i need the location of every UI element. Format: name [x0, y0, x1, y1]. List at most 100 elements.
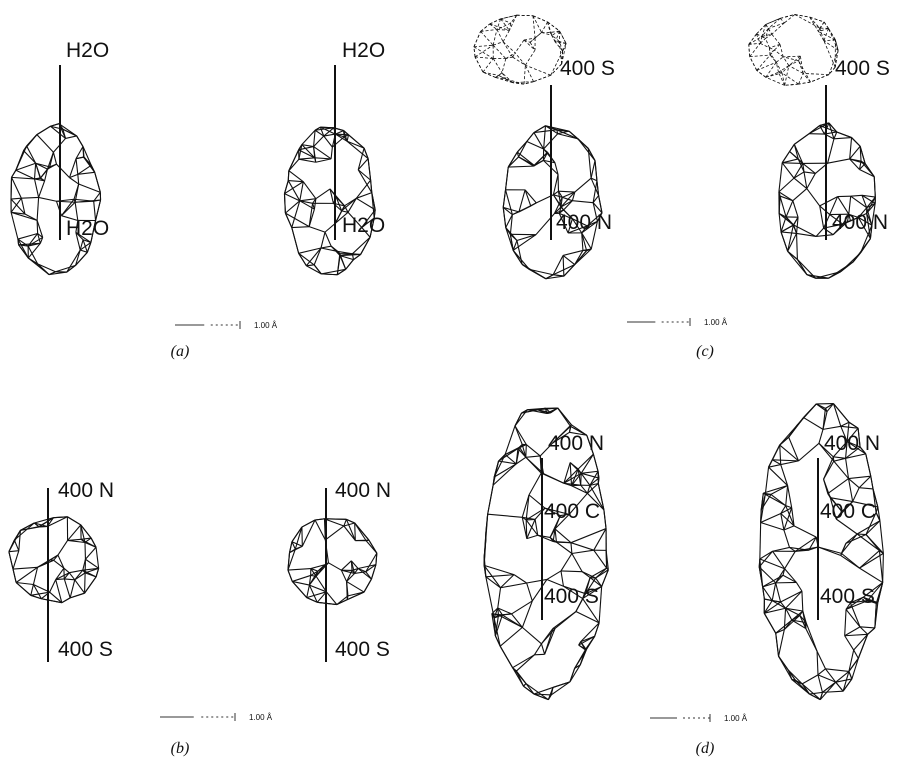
atom-label: 400 S — [335, 638, 390, 661]
mesh-edge — [773, 547, 790, 551]
mesh-edge — [833, 457, 845, 458]
mesh-edge — [9, 540, 14, 552]
scale-label: 1.00 Å — [249, 713, 273, 722]
mesh-edge — [525, 65, 550, 75]
mesh-edge — [553, 275, 564, 276]
mesh-edge — [860, 627, 875, 628]
mesh-edge — [508, 166, 533, 167]
mesh-edge — [788, 233, 797, 251]
mesh-edge — [514, 575, 527, 583]
mesh-edge — [37, 197, 38, 220]
atom-label: H2O — [66, 217, 109, 240]
mesh-edge — [69, 159, 76, 178]
atom-label: 400 C — [820, 500, 876, 523]
mesh-edge — [316, 159, 331, 162]
mesh-edge — [18, 239, 19, 245]
mesh-edge — [776, 57, 783, 62]
atom-label: 400 N — [58, 479, 114, 502]
mesh-edge — [551, 682, 570, 695]
mesh-edge — [598, 478, 599, 483]
mesh-edge — [355, 523, 356, 541]
mesh-edge — [525, 190, 536, 203]
mesh-edge — [841, 534, 857, 553]
mesh-edge — [845, 609, 846, 635]
mesh-edge — [771, 494, 786, 505]
mesh-edge — [475, 45, 493, 57]
mesh-edge — [780, 18, 784, 22]
mesh-edge — [868, 628, 875, 634]
mesh-edge — [769, 465, 781, 468]
mesh-edge — [474, 31, 481, 46]
mesh-edge — [572, 469, 579, 486]
mesh-edge — [67, 517, 80, 525]
mesh-edge — [347, 582, 364, 593]
atom-label: 400 N — [556, 211, 612, 234]
atom-label: 400 S — [820, 585, 875, 608]
mesh-edge — [498, 588, 501, 608]
mesh-edge — [358, 170, 370, 180]
mesh-edge — [9, 552, 13, 569]
mesh-edge — [772, 34, 780, 44]
mesh-edge — [810, 17, 824, 22]
atom-label: 400 N — [832, 211, 888, 234]
mesh-edge — [781, 591, 802, 602]
mesh-edge — [288, 171, 289, 181]
mesh-edge — [324, 519, 343, 526]
mesh-edge — [289, 171, 303, 182]
atom-label: 400 S — [835, 57, 890, 80]
mesh-edge — [836, 682, 843, 691]
mesh-edge — [58, 540, 68, 555]
mesh-edge — [834, 458, 846, 461]
atom-label: H2O — [66, 39, 109, 62]
mesh-edge — [529, 269, 553, 274]
mesh-edge — [800, 56, 803, 73]
mesh-edge — [69, 573, 75, 580]
mesh-edge — [757, 62, 777, 70]
mesh-edge — [493, 29, 497, 45]
figure: H2OH2OH2OH2O1.00 Å(a)400 S400 N400 S400 … — [0, 0, 902, 769]
mesh-edge — [526, 684, 548, 700]
mesh-edge — [804, 404, 817, 418]
mesh-edge — [326, 592, 336, 605]
mesh-edge — [770, 50, 775, 53]
mesh-edge — [288, 181, 303, 182]
mesh-edge — [503, 30, 509, 41]
mesh-edge — [858, 634, 867, 658]
wireframe-surface — [779, 123, 875, 278]
atom-label: 400 S — [560, 57, 615, 80]
mesh-edge — [70, 580, 75, 598]
mesh-edge — [759, 559, 760, 567]
mesh-edge — [788, 486, 792, 508]
mesh-edge — [571, 543, 572, 554]
panel-caption: (a) — [171, 343, 190, 360]
mesh-edge — [27, 135, 37, 146]
mesh-edge — [524, 65, 525, 84]
mesh-edge — [512, 614, 523, 627]
mesh-edge — [799, 443, 819, 461]
mesh-edge — [852, 138, 861, 147]
mesh-edge — [483, 72, 499, 75]
mesh-edge — [876, 507, 878, 513]
mesh-edge — [12, 177, 22, 198]
mesh-edge — [571, 529, 606, 543]
mesh-edge — [361, 237, 370, 254]
mesh-edge — [498, 608, 499, 615]
mesh-edge — [317, 602, 337, 604]
mesh-edge — [475, 57, 493, 59]
mesh-edge — [500, 646, 512, 668]
mesh-edge — [534, 644, 541, 655]
mesh-edge — [799, 73, 804, 84]
mesh-edge — [534, 75, 551, 81]
mesh-edge — [558, 408, 572, 425]
mesh-edge — [784, 615, 799, 629]
mesh-edge — [475, 57, 483, 72]
mesh-edge — [366, 553, 377, 572]
mesh-edge — [39, 181, 45, 198]
mesh-edge — [524, 40, 535, 50]
mesh-edge — [37, 135, 54, 153]
atom-label: 400 S — [544, 585, 599, 608]
scale-label: 1.00 Å — [724, 714, 748, 723]
mesh-edge — [809, 126, 820, 134]
mesh-edge — [822, 682, 835, 692]
mesh-edge — [515, 40, 524, 53]
